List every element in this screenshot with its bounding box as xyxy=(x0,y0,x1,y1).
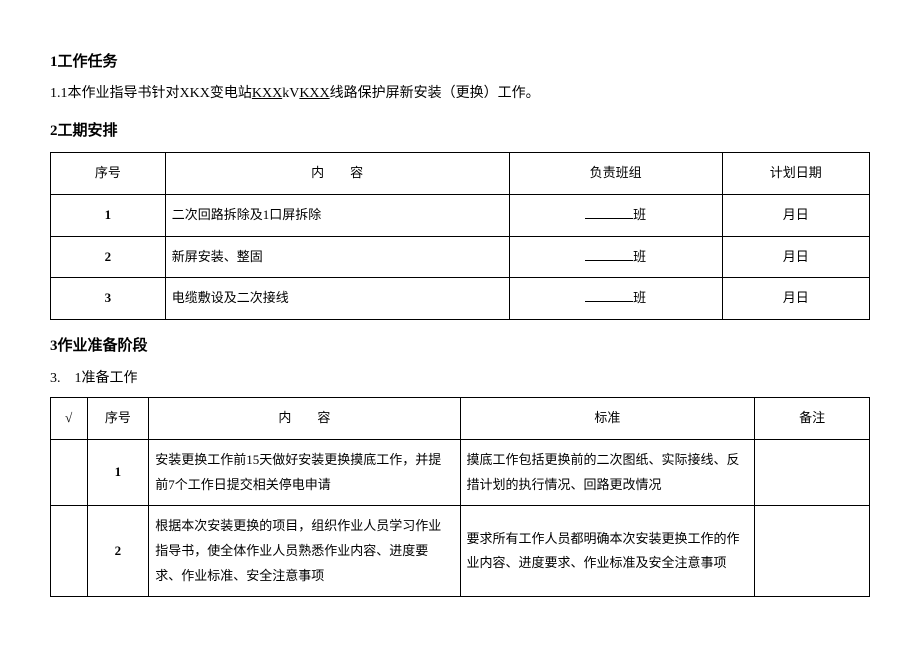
cell-standard: 摸底工作包括更换前的二次图纸、实际接线、反措计划的执行情况、回路更改情况 xyxy=(460,439,755,505)
cell-content: 安装更换工作前15天做好安装更换摸底工作，并提前7个工作日提交相关停电申请 xyxy=(149,439,460,505)
th-team: 负责班组 xyxy=(509,153,722,195)
cell-check xyxy=(51,506,88,597)
cell-remark xyxy=(755,439,870,505)
table-row: 3 电缆敷设及二次接线 班 月日 xyxy=(51,278,870,320)
cell-team: 班 xyxy=(509,195,722,237)
section2-heading: 2工期安排 xyxy=(50,119,870,140)
th-check: √ xyxy=(51,398,88,440)
th-remark: 备注 xyxy=(755,398,870,440)
cell-team: 班 xyxy=(509,236,722,278)
underline-1: KXX xyxy=(252,86,282,101)
cell-seq: 2 xyxy=(51,236,166,278)
th-standard: 标准 xyxy=(460,398,755,440)
text-prefix: 1.1本作业指导书针对XKX变电站 xyxy=(50,86,252,101)
schedule-table: 序号 内 容 负责班组 计划日期 1 二次回路拆除及1口屏拆除 班 月日 2 新… xyxy=(50,152,870,320)
th-date: 计划日期 xyxy=(722,153,869,195)
th-seq: 序号 xyxy=(51,153,166,195)
table-row: 1 二次回路拆除及1口屏拆除 班 月日 xyxy=(51,195,870,237)
cell-team: 班 xyxy=(509,278,722,320)
table-row: 2 根据本次安装更换的项目，组织作业人员学习作业指导书，使全体作业人员熟悉作业内… xyxy=(51,506,870,597)
cell-seq: 3 xyxy=(51,278,166,320)
cell-remark xyxy=(755,506,870,597)
cell-date: 月日 xyxy=(722,236,869,278)
cell-content: 根据本次安装更换的项目，组织作业人员学习作业指导书，使全体作业人员熟悉作业内容、… xyxy=(149,506,460,597)
cell-date: 月日 xyxy=(722,195,869,237)
section1-heading: 1工作任务 xyxy=(50,50,870,71)
cell-seq: 1 xyxy=(51,195,166,237)
section3-heading: 3作业准备阶段 xyxy=(50,334,870,355)
th-content: 内 容 xyxy=(165,153,509,195)
text-mid: kV xyxy=(282,86,299,101)
underline-2: KXX xyxy=(299,86,329,101)
cell-content: 电缆敷设及二次接线 xyxy=(165,278,509,320)
table-header-row: 序号 内 容 负责班组 计划日期 xyxy=(51,153,870,195)
text-suffix: 线路保护屏新安装（更换）工作。 xyxy=(330,86,540,101)
prep-table: √ 序号 内 容 标准 备注 1 安装更换工作前15天做好安装更换摸底工作，并提… xyxy=(50,397,870,597)
cell-standard: 要求所有工作人员都明确本次安装更换工作的作业内容、进度要求、作业标准及安全注意事… xyxy=(460,506,755,597)
section3-subhead: 3. 1准备工作 xyxy=(50,367,870,387)
cell-seq: 1 xyxy=(87,439,149,505)
cell-check xyxy=(51,439,88,505)
th-content: 内 容 xyxy=(149,398,460,440)
cell-content: 新屏安装、整固 xyxy=(165,236,509,278)
table-row: 1 安装更换工作前15天做好安装更换摸底工作，并提前7个工作日提交相关停电申请 … xyxy=(51,439,870,505)
th-seq: 序号 xyxy=(87,398,149,440)
table-header-row: √ 序号 内 容 标准 备注 xyxy=(51,398,870,440)
table-row: 2 新屏安装、整固 班 月日 xyxy=(51,236,870,278)
cell-seq: 2 xyxy=(87,506,149,597)
cell-date: 月日 xyxy=(722,278,869,320)
section1-text: 1.1本作业指导书针对XKX变电站KXXkVKXX线路保护屏新安装（更换）工作。 xyxy=(50,83,870,105)
cell-content: 二次回路拆除及1口屏拆除 xyxy=(165,195,509,237)
